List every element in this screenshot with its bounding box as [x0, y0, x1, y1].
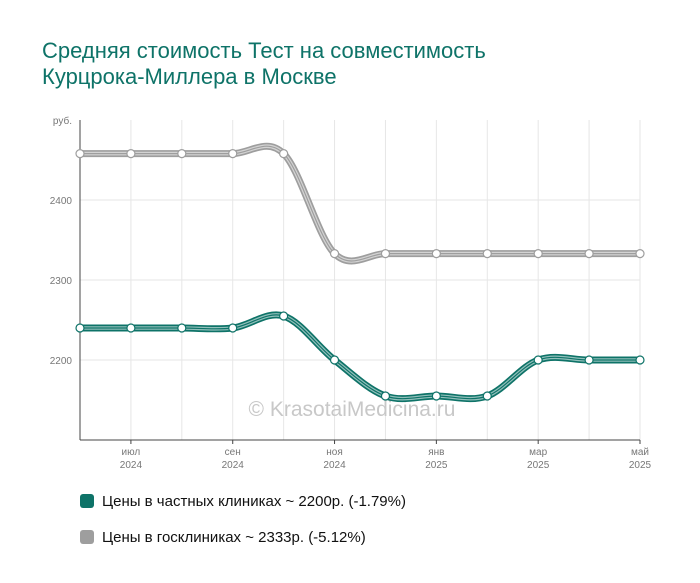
y-axis-unit-label: руб. — [53, 115, 72, 127]
data-point — [431, 249, 441, 259]
legend-label: Цены в госклиниках ~ 2333р. (-5.12%) — [102, 528, 366, 546]
chart-title: Средняя стоимость Тест на совместимость … — [42, 38, 486, 90]
data-point — [228, 149, 238, 159]
legend-item: Цены в госклиниках ~ 2333р. (-5.12%) — [80, 526, 406, 548]
data-point — [75, 323, 85, 333]
series-line-core-0 — [80, 145, 640, 262]
data-point — [431, 391, 441, 401]
axis-labels: 2200 2300 2400 руб. июл 2024 сен 2024 ноя 2024 янв… — [50, 115, 652, 471]
axes — [79, 120, 641, 444]
x-tick-label-year: 2025 — [527, 460, 550, 471]
data-point — [279, 149, 289, 159]
data-point — [228, 323, 238, 333]
data-point — [126, 149, 136, 159]
x-tick-label-month: май — [631, 447, 649, 458]
data-point — [380, 391, 391, 401]
x-tick-label-year: 2024 — [323, 460, 346, 471]
data-point — [635, 249, 645, 259]
legend-item: Цены в частных клиниках ~ 2200р. (-1.79%… — [80, 490, 406, 512]
data-point — [177, 149, 187, 159]
legend-label: Цены в частных клиниках ~ 2200р. (-1.79%… — [102, 492, 406, 510]
chart-title-line-1: Средняя стоимость Тест на совместимость — [42, 38, 486, 63]
chart-title-line-2: Курцрока-Миллера в Москве — [42, 64, 337, 89]
x-tick-label-month: ноя — [326, 447, 343, 458]
data-point — [75, 149, 85, 159]
x-tick-label-month: янв — [428, 447, 444, 458]
watermark: © KrasotaiMedicina.ru — [249, 398, 456, 421]
data-point — [482, 249, 492, 259]
x-tick-label-month: сен — [225, 447, 241, 458]
data-point — [533, 355, 543, 365]
legend: Цены в частных клиниках ~ 2200р. (-1.79%… — [80, 490, 406, 562]
legend-swatch — [80, 494, 94, 508]
y-tick-label: 2200 — [50, 356, 73, 367]
data-point — [329, 355, 340, 365]
x-tick-label-year: 2024 — [120, 460, 143, 471]
series-line-highlight-0 — [80, 144, 640, 263]
series-line-core-1 — [80, 314, 640, 400]
data-point — [380, 249, 391, 259]
data-point — [584, 355, 594, 365]
x-tick-label-year: 2024 — [222, 460, 245, 471]
y-tick-label: 2300 — [50, 276, 73, 287]
data-point — [584, 249, 594, 259]
data-point — [126, 323, 136, 333]
x-tick-label-month: мар — [529, 447, 547, 458]
x-tick-label-year: 2025 — [629, 460, 652, 471]
x-tick-label-year: 2025 — [425, 460, 448, 471]
series-group — [75, 142, 645, 403]
legend-swatch — [80, 530, 94, 544]
data-point — [279, 311, 289, 321]
data-point — [533, 249, 543, 259]
series-line-outer-0 — [76, 142, 644, 265]
data-point — [482, 391, 492, 401]
x-tick-label-month: июл — [122, 447, 141, 458]
data-point — [635, 355, 645, 365]
y-tick-label: 2400 — [50, 196, 73, 207]
data-point — [177, 323, 187, 333]
data-point — [329, 249, 340, 259]
grid-lines — [79, 120, 641, 440]
